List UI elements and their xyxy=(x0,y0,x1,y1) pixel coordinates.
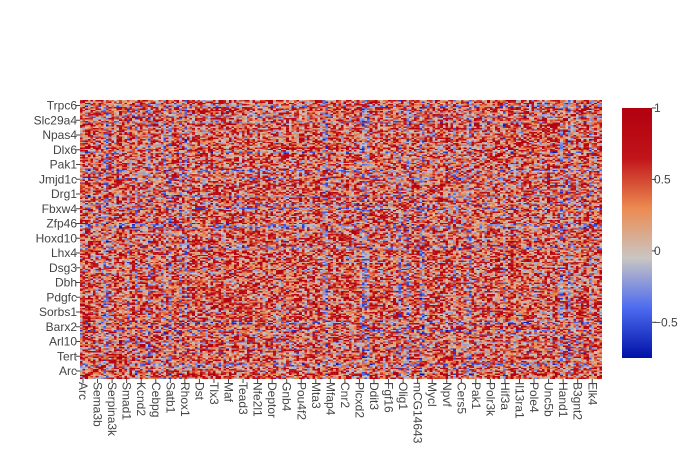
x-tick-label: Elk4 xyxy=(585,382,599,406)
x-tick-label: B3gnt2 xyxy=(571,382,585,420)
colorbar-tick-label: 0 xyxy=(654,244,661,258)
x-tick-label: Tead3 xyxy=(236,382,250,415)
x-tick-label: Cnr2 xyxy=(338,382,352,408)
y-tick-label: Tert xyxy=(57,349,78,363)
x-tick-label: Mycl xyxy=(425,382,439,407)
y-tick-label: Arl10 xyxy=(49,335,77,349)
x-tick-label: Fgf16 xyxy=(382,382,396,413)
x-tick-label: Unc5b xyxy=(542,382,556,417)
x-tick-label: Tlx3 xyxy=(207,382,221,405)
y-tick-label: Pak1 xyxy=(50,158,78,172)
y-tick-label: Npas4 xyxy=(42,128,77,142)
x-tick-label: mCG14643 xyxy=(411,382,425,444)
x-tick-label: Arc xyxy=(76,382,90,400)
y-tick-label: Lhx4 xyxy=(51,246,77,260)
y-tick-label: Dsg3 xyxy=(49,261,77,275)
colorbar-tick-label: 0.5 xyxy=(654,172,671,186)
y-tick-label: Sorbs1 xyxy=(39,305,77,319)
x-tick-label: Pak1 xyxy=(469,382,483,410)
x-tick-label: Pole4 xyxy=(527,382,541,413)
y-tick-label: Zfp46 xyxy=(46,217,77,231)
colorbar: 1 0.5 0 −0.5 xyxy=(622,101,678,358)
x-tick-label: Sema3b xyxy=(91,382,105,427)
x-tick-label: Npvf xyxy=(440,382,454,407)
x-tick-label: Il13ra1 xyxy=(513,382,527,419)
colorbar-gradient xyxy=(622,108,652,358)
x-tick-label: Satb1 xyxy=(163,382,177,414)
x-tick-label: Polr3k xyxy=(483,382,497,417)
x-axis: Arc Sema3b Serpina3k Smad1 Kcnd2 Cebpg Satb1 Rh… xyxy=(76,379,599,444)
heatmap-plot-area[interactable] xyxy=(80,100,602,379)
y-tick-label: Pdgfc xyxy=(46,290,77,304)
colorbar-tick-label: −0.5 xyxy=(654,315,678,329)
y-tick-label: Trpc6 xyxy=(47,99,78,113)
x-tick-label: Cebpg xyxy=(149,382,163,417)
y-tick-label: Dbh xyxy=(55,276,77,290)
heatmap-cells[interactable] xyxy=(80,100,602,379)
y-tick-label: Hoxd10 xyxy=(36,231,78,245)
x-tick-label: Cers5 xyxy=(454,382,468,414)
x-tick-label: Maf xyxy=(222,382,236,403)
x-tick-label: Gnb4 xyxy=(280,382,294,412)
x-tick-label: Plcxd2 xyxy=(352,382,366,418)
x-tick-label: Mfap4 xyxy=(323,382,337,416)
y-tick-label: Arc xyxy=(59,364,77,378)
y-tick-label: Jmjd1c xyxy=(39,172,77,186)
x-tick-label: Ddit3 xyxy=(367,382,381,410)
x-tick-label: Dst xyxy=(192,382,206,401)
x-tick-label: Pou4f2 xyxy=(294,382,308,420)
x-tick-label: Smad1 xyxy=(120,382,134,420)
x-tick-label: Hif3a xyxy=(498,382,512,410)
colorbar-tick-label: 1 xyxy=(654,101,661,115)
y-tick-label: Dlx6 xyxy=(53,143,77,157)
x-tick-label: Hand1 xyxy=(556,382,570,418)
y-tick-label: Drg1 xyxy=(51,187,77,201)
x-tick-label: Nfe2l1 xyxy=(251,382,265,417)
x-tick-label: Kcnd2 xyxy=(134,382,148,416)
x-tick-label: Mta3 xyxy=(309,382,323,409)
x-tick-label: Serpina3k xyxy=(105,382,119,437)
y-tick-label: Barx2 xyxy=(46,320,78,334)
y-tick-label: Fbxw4 xyxy=(42,202,78,216)
x-tick-label: Olig1 xyxy=(396,382,410,410)
x-tick-label: Deptor xyxy=(265,382,279,418)
x-tick-label: Rhox1 xyxy=(178,382,192,417)
y-tick-label: Slc29a4 xyxy=(34,113,78,127)
y-axis: ArcTertArl10Barx2Sorbs1PdgfcDbhDsg3Lhx4H… xyxy=(34,99,80,378)
